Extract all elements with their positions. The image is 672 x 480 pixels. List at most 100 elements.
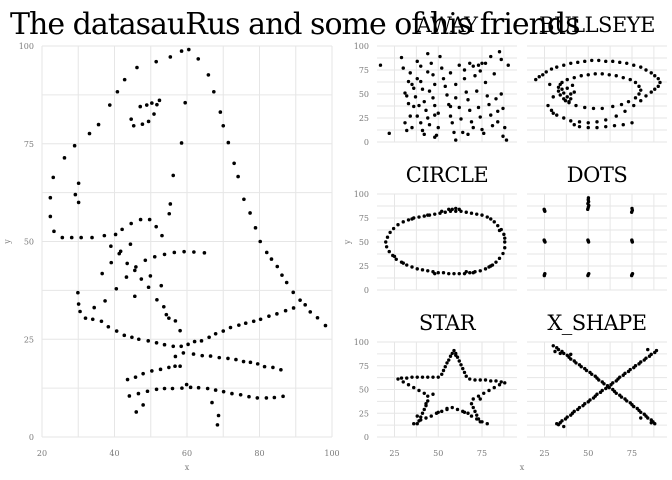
data-point	[152, 112, 156, 116]
data-point	[162, 386, 167, 391]
data-point	[560, 87, 564, 91]
data-point	[109, 260, 114, 265]
data-point	[76, 181, 81, 186]
data-point	[159, 283, 164, 288]
data-point	[443, 210, 447, 214]
data-point	[410, 265, 414, 269]
data-point	[629, 273, 634, 278]
data-point	[441, 368, 446, 373]
data-point	[583, 59, 587, 64]
data-point	[241, 359, 246, 364]
data-point	[419, 418, 423, 422]
data-point	[73, 192, 78, 197]
data-point	[604, 118, 608, 122]
data-point	[555, 422, 559, 426]
data-point	[406, 383, 411, 387]
data-point	[255, 396, 260, 400]
data-point	[459, 117, 463, 121]
data-point	[62, 156, 67, 160]
data-point	[605, 384, 610, 389]
data-point	[399, 376, 404, 380]
data-point	[621, 75, 625, 80]
data-point	[483, 80, 488, 85]
data-point	[422, 214, 426, 218]
data-point	[563, 99, 568, 103]
data-point	[127, 394, 132, 398]
data-point	[586, 238, 590, 242]
data-point	[206, 73, 211, 77]
data-point	[291, 306, 296, 310]
data-point	[483, 267, 488, 271]
facet-title-dots: DOTS	[567, 163, 627, 187]
data-point	[457, 207, 461, 212]
data-point	[408, 114, 412, 118]
x-tick-label: 20	[37, 449, 47, 458]
data-point	[405, 94, 409, 98]
data-point	[612, 123, 617, 128]
data-point	[654, 348, 659, 353]
data-point	[466, 411, 470, 415]
data-point	[144, 103, 149, 107]
data-point	[630, 121, 634, 125]
data-point	[468, 61, 472, 65]
y-tick-label: 0	[364, 138, 369, 147]
data-point	[431, 73, 435, 77]
data-point	[315, 315, 320, 320]
data-point	[308, 310, 313, 314]
data-point	[475, 212, 479, 216]
data-point	[462, 68, 467, 72]
data-point	[639, 88, 643, 92]
facet-title-star: STAR	[419, 311, 477, 335]
y-tick-label: 100	[354, 338, 369, 347]
data-point	[140, 122, 145, 126]
data-point	[549, 108, 554, 113]
data-point	[138, 104, 143, 109]
data-point	[457, 105, 461, 110]
data-point	[415, 414, 419, 418]
data-point	[78, 309, 82, 314]
data-point	[448, 354, 453, 358]
data-point	[544, 70, 548, 74]
facet-title-bullseye: BULLSEYE	[539, 13, 655, 37]
data-point	[133, 268, 137, 273]
y-tick-label: 50	[359, 90, 369, 99]
data-point	[462, 370, 467, 375]
data-point	[412, 86, 416, 90]
data-point	[394, 257, 398, 261]
data-point	[639, 360, 643, 364]
data-point	[298, 298, 302, 302]
data-point	[450, 351, 454, 356]
data-point	[569, 357, 573, 361]
data-point	[480, 213, 484, 217]
data-point	[625, 399, 629, 403]
data-point	[551, 111, 555, 115]
data-point	[452, 348, 456, 353]
data-point	[279, 367, 283, 372]
data-point	[464, 210, 468, 214]
data-point	[590, 58, 594, 63]
data-point	[572, 409, 576, 414]
data-point	[441, 76, 446, 81]
data-point	[475, 417, 479, 421]
data-point	[412, 104, 416, 109]
data-point	[454, 82, 458, 87]
y-tick-label: 100	[354, 42, 369, 51]
data-point	[100, 271, 104, 276]
data-point	[492, 72, 496, 76]
data-point	[625, 61, 629, 65]
data-point	[492, 385, 496, 390]
data-point	[579, 365, 583, 369]
data-point	[653, 422, 657, 426]
data-point	[586, 273, 590, 278]
data-point	[614, 74, 618, 78]
data-point	[480, 127, 484, 132]
data-point	[168, 55, 173, 59]
data-point	[433, 212, 437, 216]
data-point	[586, 207, 590, 212]
data-point	[162, 304, 166, 309]
data-point	[584, 368, 589, 373]
data-point	[469, 211, 474, 215]
data-point	[426, 116, 430, 120]
data-point	[90, 317, 95, 322]
data-point	[569, 352, 573, 357]
